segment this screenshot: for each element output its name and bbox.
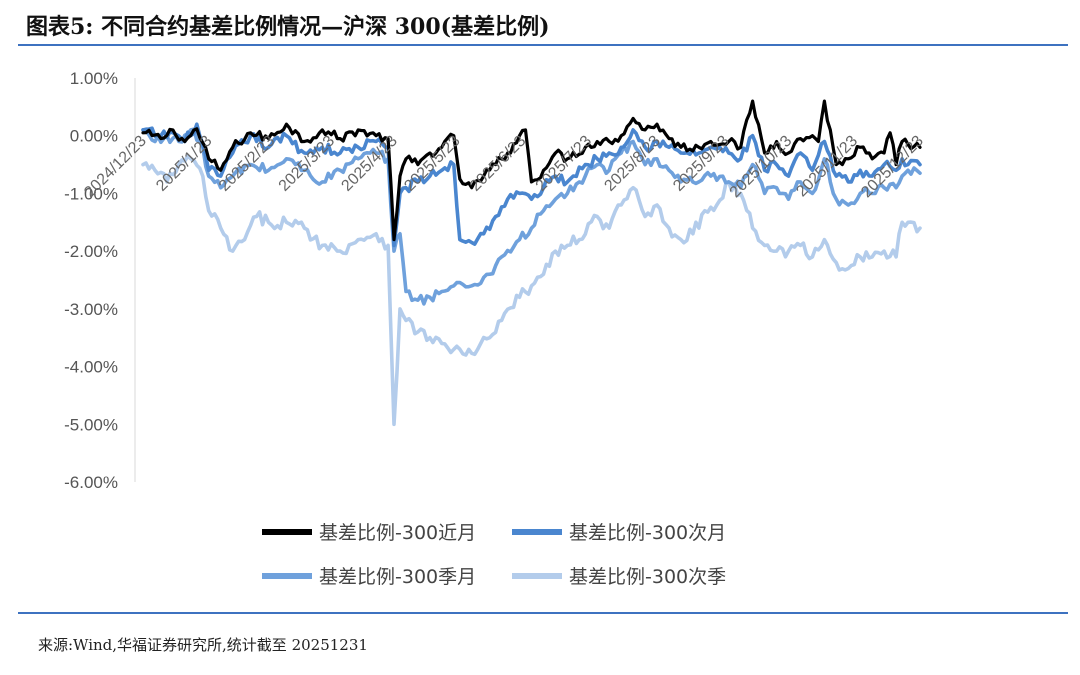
legend-label-2: 基差比例-300季月 [319, 566, 476, 588]
x-tick-label: 2025/9/23 [670, 132, 732, 194]
series-line-0 [141, 99, 922, 242]
y-tick-label: -2.00% [64, 242, 118, 261]
source-note: 来源:Wind,华福证券研究所,统计截至 20251231 [38, 636, 368, 654]
y-tick-label: 1.00% [70, 69, 118, 88]
legend-label-0: 基差比例-300近月 [319, 522, 476, 544]
legend-label-3: 基差比例-300次季 [569, 566, 726, 588]
y-tick-label: -4.00% [64, 358, 118, 377]
x-tick-label: 2025/6/23 [467, 132, 529, 194]
y-tick-label: -6.00% [64, 473, 118, 492]
series-line-3 [141, 154, 922, 427]
series-line-2 [141, 127, 922, 306]
y-tick-label: -1.00% [64, 184, 118, 203]
basis-ratio-chart: 1.00% 0.00% -1.00% -2.00% -3.00% -4.00% -5.00%… [64, 69, 927, 588]
series-lines [141, 99, 922, 427]
series-line-1 [141, 122, 922, 248]
x-tick-label: 2025/11/23 [793, 132, 861, 200]
y-tick-label: 0.00% [70, 127, 118, 146]
chart-title: 图表5: 不同合约基差比例情况—沪深 300(基差比例) [26, 14, 550, 40]
footer-divider [18, 612, 1068, 614]
title-divider [18, 44, 1068, 46]
legend-label-1: 基差比例-300次月 [569, 522, 726, 544]
y-axis-ticks: 1.00% 0.00% -1.00% -2.00% -3.00% -4.00% -5.00%… [64, 69, 118, 492]
y-tick-label: -3.00% [64, 300, 118, 319]
y-tick-label: -5.00% [64, 415, 118, 434]
